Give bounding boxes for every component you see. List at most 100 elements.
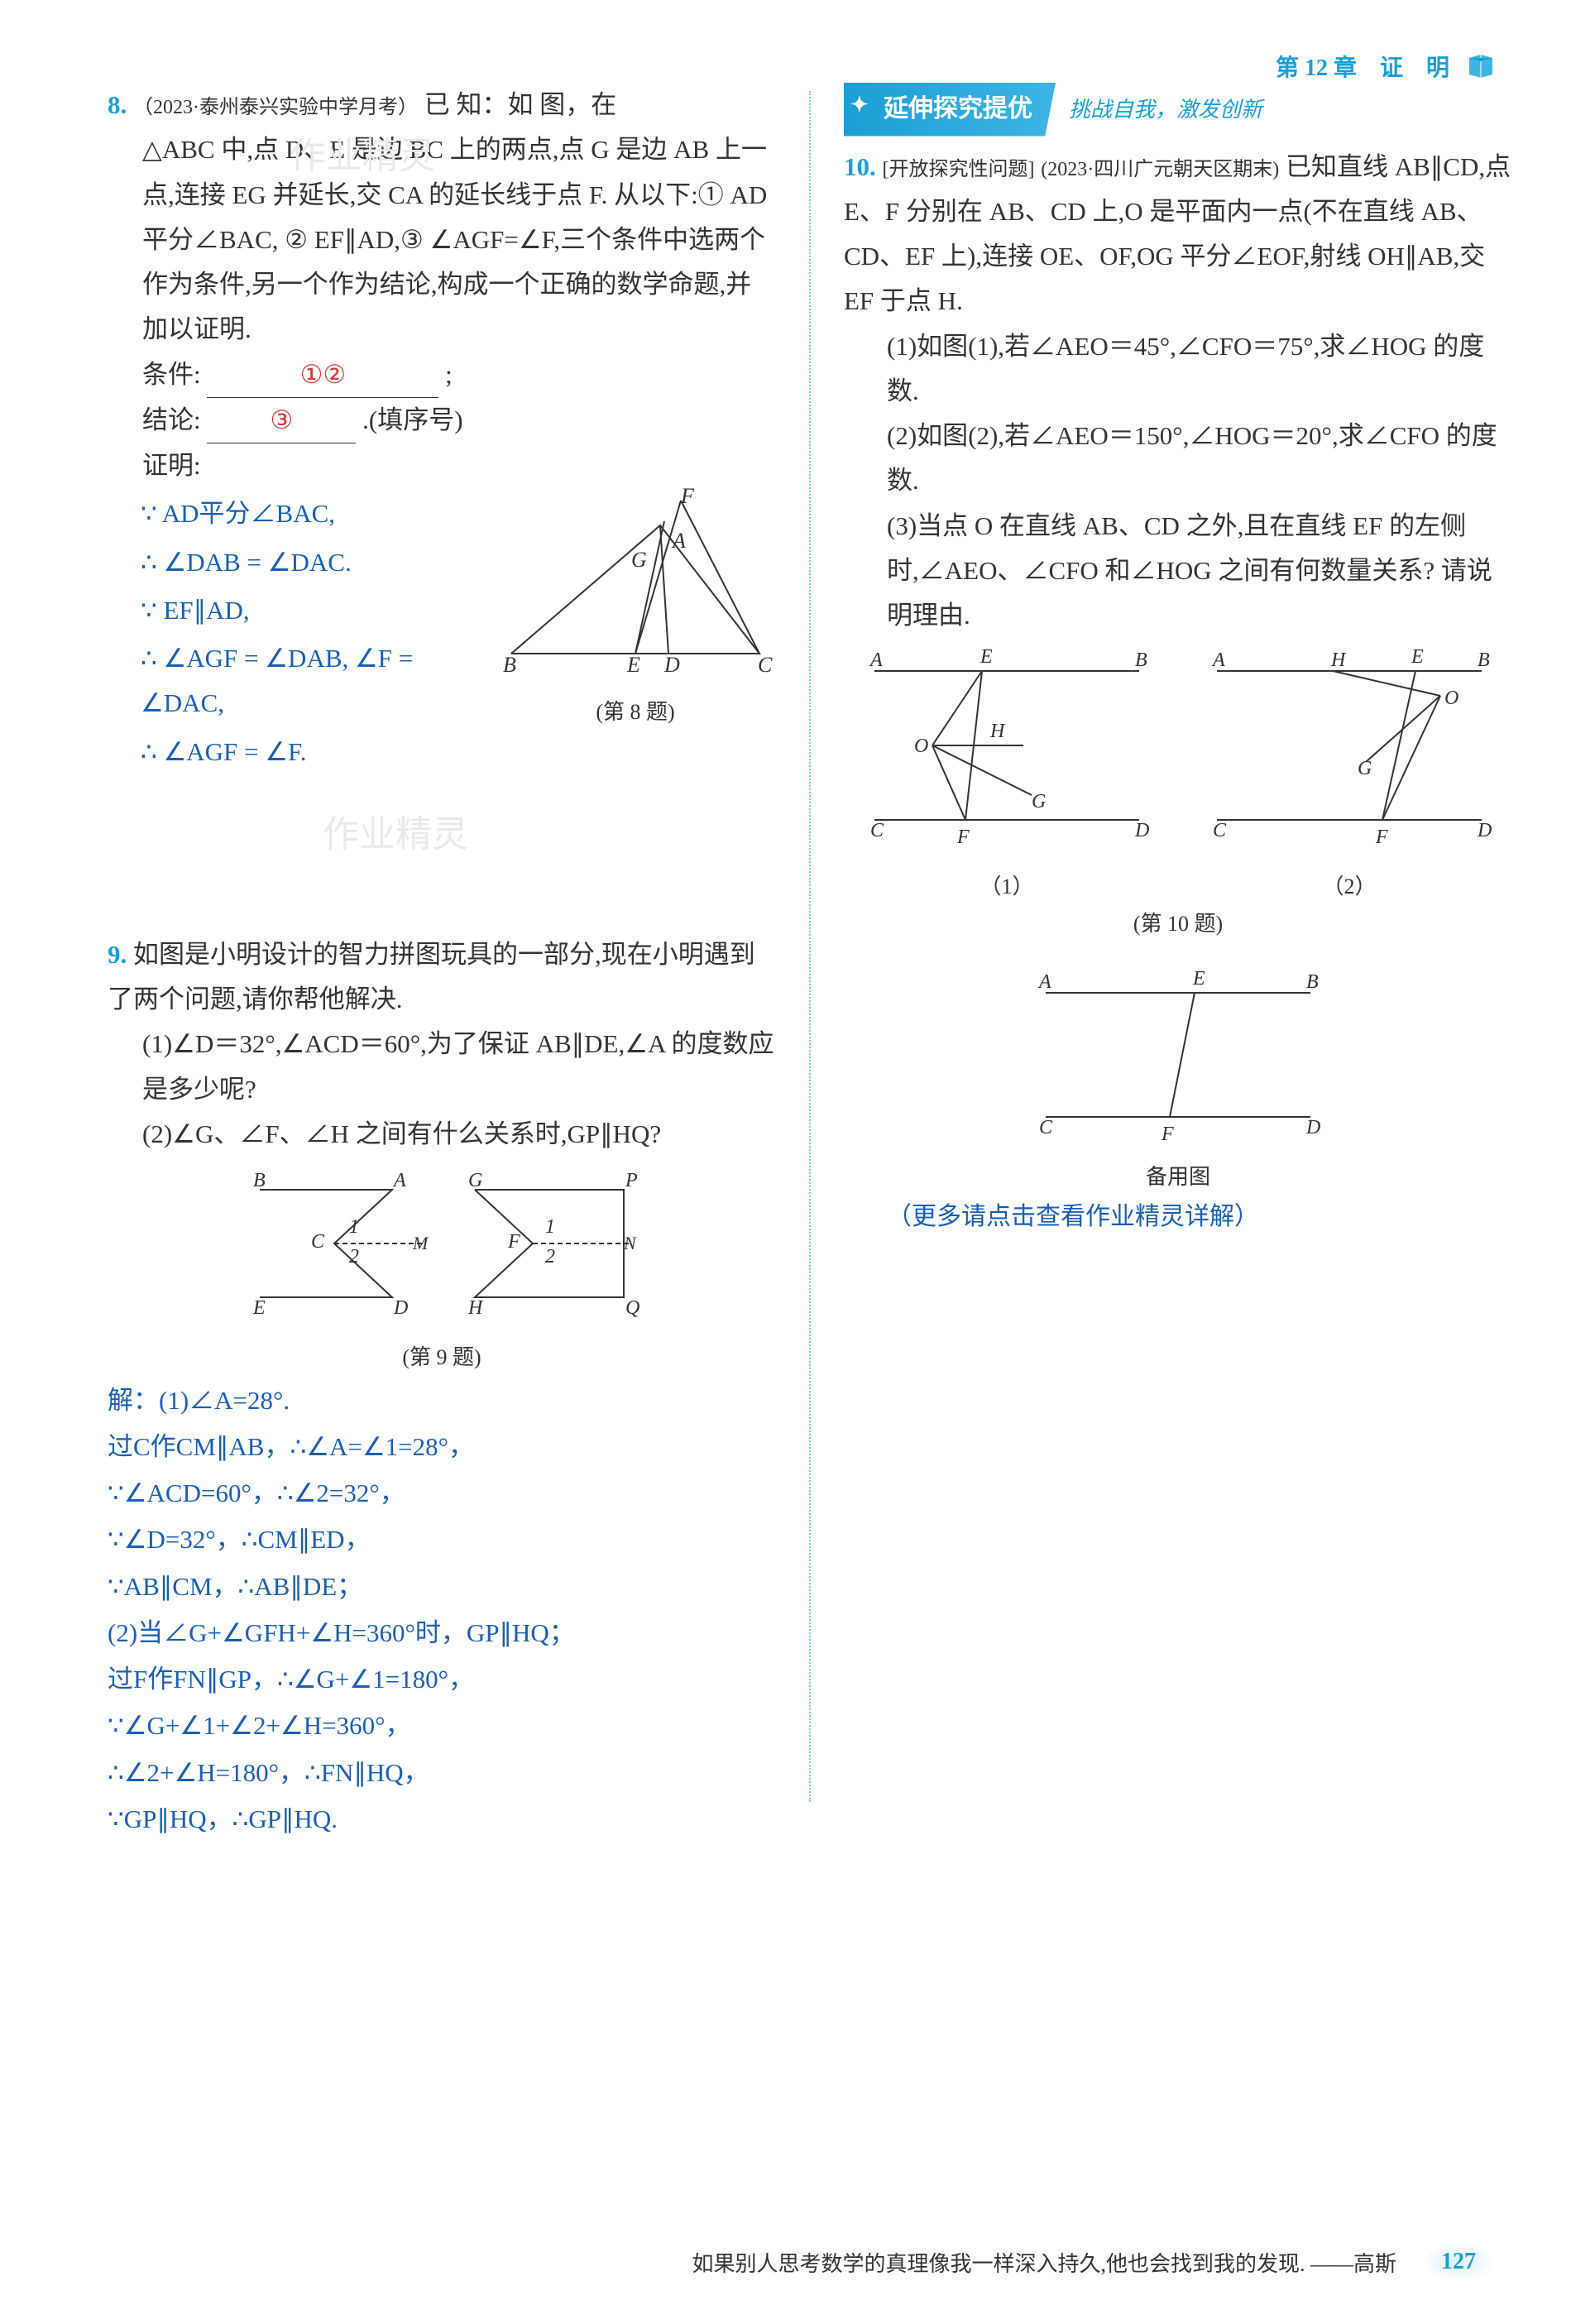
q9-svg: M N BA C 12 ED GP F 12 HQ xyxy=(210,1165,673,1330)
svg-text:H: H xyxy=(989,721,1006,742)
svg-text:A: A xyxy=(392,1170,406,1191)
left-column: 作业精灵 8. （2023·泰州泰兴实验中学月考） 已 知：如 图，在 △ABC… xyxy=(108,50,776,1843)
svg-text:H: H xyxy=(467,1297,484,1319)
svg-text:1: 1 xyxy=(349,1216,359,1238)
q9-figure: M N BA C 12 ED GP F 12 HQ xyxy=(108,1165,776,1330)
q10-part2: (2)如图(2),若∠AEO＝150°,∠HOG＝20°,求∠CFO 的度数. xyxy=(844,414,1512,504)
svg-text:F: F xyxy=(507,1231,520,1253)
svg-text:G: G xyxy=(1358,758,1372,779)
sol-line: ∵∠ACD=60°，∴∠2=32°， xyxy=(108,1471,776,1516)
svg-text:D: D xyxy=(1305,1117,1320,1138)
q9-part1: (1)∠D＝32°,∠ACD＝60°,为了保证 AB∥DE,∠A 的度数应是多少… xyxy=(108,1022,776,1112)
conclusion-suffix: .(填序号) xyxy=(362,405,462,434)
q8-triangle-svg: B E D C A G F xyxy=(495,488,776,678)
q9-solution: 解：(1)∠A=28°. 过C作CM∥AB，∴∠A=∠1=28°， ∵∠ACD=… xyxy=(108,1378,776,1842)
q8-condition-row: 条件: ①② ; xyxy=(108,352,776,398)
page-number: 127 xyxy=(1421,2241,1496,2283)
q9-part2: (2)∠G、∠F、∠H 之间有什么关系时,GP∥HQ? xyxy=(108,1112,776,1157)
q10-spare-figure: A B C D E F xyxy=(844,951,1512,1150)
condition-answer: ①② xyxy=(207,352,438,398)
proof-line: ∴ ∠AGF = ∠F. xyxy=(141,730,776,774)
svg-text:F: F xyxy=(956,827,970,848)
q10-link[interactable]: （更多请点击查看作业精灵详解） xyxy=(844,1196,1512,1239)
svg-text:C: C xyxy=(1039,1117,1053,1138)
q10-fig2-svg: AB CD EF OH G xyxy=(1200,638,1498,853)
q10-tag: [开放探究性问题] xyxy=(883,159,1035,180)
svg-text:B: B xyxy=(1306,971,1319,993)
q8-number: 8. xyxy=(108,90,127,119)
q10-caption: (第 10 题) xyxy=(844,905,1512,943)
svg-text:O: O xyxy=(914,736,928,757)
q9-caption: (第 9 题) xyxy=(108,1339,776,1377)
q10-sub2: （2） xyxy=(1200,868,1498,906)
conclusion-answer: ③ xyxy=(207,398,356,443)
q8-block: 8. （2023·泰州泰兴实验中学月考） 已 知：如 图，在 xyxy=(108,83,776,127)
q10-part1: (1)如图(1),若∠AEO＝45°,∠CFO＝75°,求∠HOG 的度数. xyxy=(844,324,1512,414)
q8-caption: (第 8 题) xyxy=(495,693,776,731)
svg-text:1: 1 xyxy=(545,1216,555,1238)
footer-quote: 如果别人思考数学的真理像我一样深入持久,他也会找到我的发现. ——高斯 xyxy=(108,2247,1421,2278)
sol-line: ∵AB∥CM，∴AB∥DE； xyxy=(108,1565,776,1609)
svg-text:C: C xyxy=(758,653,773,677)
svg-text:A: A xyxy=(869,649,883,671)
svg-text:O: O xyxy=(1444,688,1458,709)
q9-number: 9. xyxy=(108,940,127,969)
column-divider xyxy=(809,91,811,1802)
svg-text:C: C xyxy=(1213,820,1227,841)
right-column: ✦ 延伸探究提优 挑战自我，激发创新 10. [开放探究性问题] (2023·四… xyxy=(844,50,1512,1843)
page-footer: 如果别人思考数学的真理像我一样深入持久,他也会找到我的发现. ——高斯 127 xyxy=(108,2241,1496,2283)
sol-line: ∴∠2+∠H=180°，∴FN∥HQ， xyxy=(108,1751,776,1795)
condition-label: 条件: xyxy=(142,360,201,389)
svg-text:A: A xyxy=(1037,971,1051,993)
q8-text-b: △ABC 中,点 D、E 是边 BC 上的两点,点 G 是边 AB 上一点,连接… xyxy=(108,127,776,352)
q10-fig1: AB CD EF OH G （1） xyxy=(858,638,1156,905)
q9-block: 9. 如图是小明设计的智力拼图玩具的一部分,现在小明遇到了两个问题,请你帮他解决… xyxy=(108,932,776,1023)
q8-source: （2023·泰州泰兴实验中学月考） xyxy=(133,97,418,118)
svg-text:F: F xyxy=(1375,827,1388,848)
sol-line: (2)当∠G+∠GFH+∠H=360°时，GP∥HQ； xyxy=(108,1611,776,1656)
q10-sub1: （1） xyxy=(858,868,1156,906)
svg-text:C: C xyxy=(311,1231,325,1253)
svg-text:P: P xyxy=(625,1170,638,1191)
q10-spare-svg: A B C D E F xyxy=(1013,951,1344,1150)
svg-text:B: B xyxy=(253,1170,266,1191)
banner-title-bg: ✦ 延伸探究提优 xyxy=(844,83,1056,137)
svg-text:G: G xyxy=(468,1170,482,1191)
q8-figure: B E D C A G F (第 8 题) xyxy=(495,488,776,731)
svg-text:A: A xyxy=(1211,649,1225,671)
q10-number: 10. xyxy=(844,152,876,181)
sol-line: 过C作CM∥AB，∴∠A=∠1=28°， xyxy=(108,1425,776,1469)
svg-text:A: A xyxy=(671,529,686,553)
svg-text:2: 2 xyxy=(545,1246,555,1267)
svg-text:F: F xyxy=(1161,1124,1174,1145)
q10-block: 10. [开放探究性问题] (2023·四川广元朝天区期末) 已知直线 AB∥C… xyxy=(844,145,1512,324)
svg-text:G: G xyxy=(1032,791,1046,812)
q10-spare-caption: 备用图 xyxy=(844,1158,1512,1196)
q8-text-a: 已 知：如 图，在 xyxy=(424,90,617,119)
svg-text:E: E xyxy=(980,646,993,668)
q10-source: (2023·四川广元朝天区期末) xyxy=(1041,159,1279,180)
section-banner: ✦ 延伸探究提优 挑战自我，激发创新 xyxy=(844,83,1512,137)
sol-line: ∵GP∥HQ，∴GP∥HQ. xyxy=(108,1797,776,1842)
svg-text:C: C xyxy=(870,820,884,841)
conclusion-label: 结论: xyxy=(142,405,201,434)
q8-conclusion-row: 结论: ③ .(填序号) xyxy=(108,398,776,443)
proof-label: 证明: xyxy=(108,443,776,488)
q10-part3: (3)当点 O 在直线 AB、CD 之外,且在直线 EF 的左侧时,∠AEO、∠… xyxy=(844,504,1512,639)
svg-text:D: D xyxy=(663,653,680,677)
svg-text:D: D xyxy=(1134,820,1149,841)
svg-text:E: E xyxy=(1192,968,1205,989)
q9-text: 如图是小明设计的智力拼图玩具的一部分,现在小明遇到了两个问题,请你帮他解决. xyxy=(108,940,755,1013)
condition-suffix: ; xyxy=(445,360,453,389)
svg-text:E: E xyxy=(626,653,640,677)
svg-text:E: E xyxy=(252,1297,266,1319)
svg-text:M: M xyxy=(412,1233,429,1253)
banner-title: 延伸探究提优 xyxy=(884,95,1032,122)
svg-text:B: B xyxy=(503,653,516,677)
svg-text:B: B xyxy=(1478,649,1490,671)
q10-figures-row: A B C D E F O H G （1） xyxy=(844,638,1512,905)
svg-text:Q: Q xyxy=(625,1297,639,1319)
sol-line: ∵∠D=32°，∴CM∥ED， xyxy=(108,1517,776,1562)
star-icon: ✦ xyxy=(850,86,869,124)
sol-line: 解：(1)∠A=28°. xyxy=(108,1378,776,1423)
